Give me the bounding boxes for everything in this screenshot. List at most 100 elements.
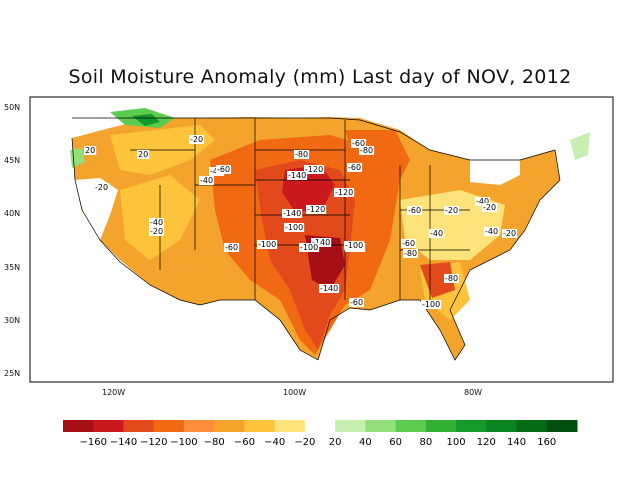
contour-label-bg — [284, 223, 305, 232]
contour-label: -20 — [445, 206, 458, 215]
contour-label-bg — [282, 209, 303, 218]
lat-ticks: 50N 45N 40N 35N 30N 25N — [4, 103, 20, 378]
contour-label: -80 — [404, 249, 417, 258]
contour-label: -80 — [295, 150, 308, 159]
lon-tick-label: 80W — [464, 388, 482, 397]
contour-label-bg — [484, 227, 500, 236]
contour-label: -20 — [95, 183, 108, 192]
colorbar-swatch — [93, 420, 124, 432]
colorbar-tick-label: 80 — [419, 437, 432, 448]
lat-tick-label: 40N — [4, 209, 20, 218]
contour-label: -80 — [360, 146, 373, 155]
colorbar-tick-label: 120 — [477, 437, 496, 448]
colorbar-swatch — [214, 420, 245, 432]
west-coast-white — [82, 215, 120, 280]
contour-label-bg — [349, 298, 365, 307]
colorbar-swatch — [395, 420, 427, 432]
colorbar-tick-label: 60 — [389, 437, 402, 448]
contour-label: -60 — [352, 139, 365, 148]
contour-label-bg — [359, 146, 375, 155]
contour-label: -120 — [335, 188, 353, 197]
contour-labels: 20 20 -20 -20 -40 -40 -20 -40 -60 -60 -6… — [84, 135, 518, 309]
colorbar-swatch — [425, 420, 457, 432]
lon-tick-label: 100W — [283, 388, 306, 397]
coastline — [71, 137, 561, 361]
contour-label-bg — [401, 239, 417, 248]
georgia-orange — [420, 262, 455, 298]
contour-label: -120 — [307, 205, 325, 214]
contour-label-bg — [444, 206, 460, 215]
colorbar-tick-label: 40 — [359, 437, 372, 448]
lat-tick-label: 30N — [4, 316, 20, 325]
colorbar-swatch — [244, 420, 276, 432]
contour-label-bg — [137, 150, 150, 159]
contour-label-bg — [482, 203, 498, 212]
contour-label-bg — [311, 238, 332, 247]
washington-dark-green — [132, 114, 160, 126]
boundaries — [71, 117, 561, 361]
contour-label-bg — [84, 146, 97, 155]
contour-label: -40 — [430, 229, 443, 238]
contour-label: -20 — [483, 203, 496, 212]
contour-label: -40 — [200, 176, 213, 185]
colorbar — [63, 420, 578, 432]
contour-label-bg — [294, 150, 310, 159]
contour-label-bg — [444, 274, 460, 283]
colorbar-swatch — [153, 420, 185, 432]
colorbar-tick-label: −160 — [80, 437, 107, 448]
lon-ticks: 120W 100W 80W — [102, 388, 482, 397]
canada-border — [72, 117, 556, 161]
contour-label-bg — [319, 284, 340, 293]
contour-label-bg — [149, 227, 165, 236]
contour-label-bg — [334, 188, 355, 197]
contour-label-bg — [421, 300, 442, 309]
map-title: Soil Moisture Anomaly (mm) Last day of N… — [68, 66, 572, 88]
contour-label: -100 — [300, 243, 318, 252]
contour-label-bg — [287, 171, 308, 180]
contour-label-bg — [407, 206, 423, 215]
lat-tick-label: 25N — [4, 369, 20, 378]
colorbar-tick-label: 140 — [507, 437, 526, 448]
contour-label-bg — [429, 229, 445, 238]
contour-label-bg — [299, 243, 320, 252]
colorbar-tick-label: −120 — [140, 437, 167, 448]
colorbar-tick-label: −140 — [110, 437, 137, 448]
contour-label: -120 — [305, 165, 323, 174]
colorbar-swatch — [183, 420, 215, 432]
contour-label-bg — [149, 218, 165, 227]
colorbar-swatch — [304, 420, 336, 432]
contour-label-bg — [344, 241, 365, 250]
contour-label: -60 — [350, 298, 363, 307]
colorbar-swatch — [516, 420, 548, 432]
maine-green — [570, 132, 590, 160]
colorbar-tick-label: −20 — [294, 437, 315, 448]
contour-label-bg — [216, 165, 232, 174]
contour-label: -100 — [285, 223, 303, 232]
contour-label: -40 — [150, 218, 163, 227]
contour-label-bg — [347, 163, 363, 172]
colorbar-tick-label: −40 — [264, 437, 285, 448]
colorbar-tick-label: −60 — [234, 437, 255, 448]
contour-label: -140 — [312, 238, 330, 247]
contour-label: -40 — [485, 227, 498, 236]
contour-label: -60 — [402, 239, 415, 248]
colorbar-swatch — [63, 420, 94, 432]
contour-label-bg — [475, 197, 491, 206]
contour-label-bg — [351, 139, 367, 148]
colorbar-tick-label: −80 — [204, 437, 225, 448]
contour-label-bg — [94, 183, 110, 192]
contour-label: -60 — [225, 243, 238, 252]
contour-label: -100 — [258, 240, 276, 249]
contour-label: -100 — [345, 241, 363, 250]
lon-tick-label: 120W — [102, 388, 125, 397]
colorbar-swatch — [365, 420, 397, 432]
contour-label: -60 — [348, 163, 361, 172]
contour-label: -40 — [476, 197, 489, 206]
colorbar-swatch — [486, 420, 518, 432]
contour-label: -20 — [150, 227, 163, 236]
colorbar-tick-label: −100 — [170, 437, 197, 448]
colorbar-swatch — [546, 420, 578, 432]
colorbar-labels: −160 −140 −120 −100 −80 −60 −40 −20 20 40 60 80 100 1… — [80, 437, 557, 448]
lat-tick-label: 50N — [4, 103, 20, 112]
